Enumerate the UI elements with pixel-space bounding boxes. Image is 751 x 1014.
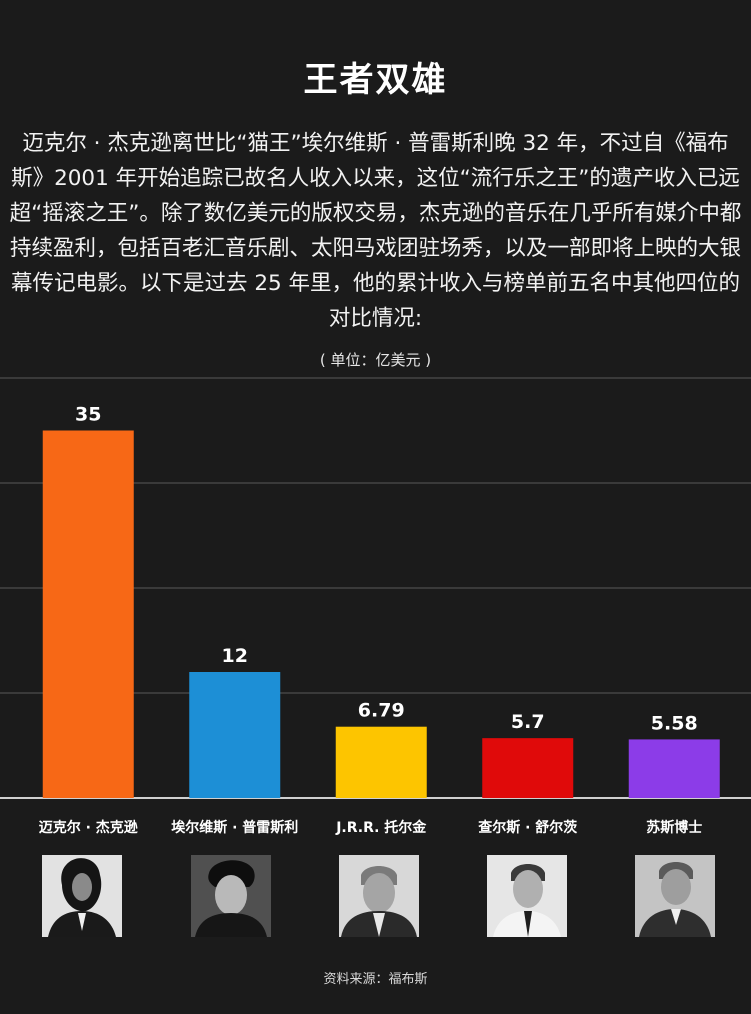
bar-3	[482, 738, 574, 798]
portrait-tolkien	[339, 855, 419, 937]
bar-4	[628, 739, 720, 798]
value-label-1: 12	[222, 645, 248, 667]
tick-layer: 迈克尔 · 杰克逊 埃尔维斯 · 普雷斯利 J.R.R. 托尔金 查尔斯 · 舒尔茨 苏…	[39, 819, 703, 836]
intro-paragraph: 迈克尔 · 杰克逊离世比“猫王”埃尔维斯 · 普雷斯利晚 32 年，不过自《福布…	[9, 131, 742, 331]
bar-1	[189, 672, 281, 798]
category-label-3: 查尔斯 · 舒尔茨	[478, 819, 577, 836]
value-label-3: 5.7	[511, 711, 545, 733]
unit-label: ( 单位：亿美元 )	[319, 351, 432, 369]
category-label-0: 迈克尔 · 杰克逊	[39, 819, 138, 836]
source-note: 资料来源：福布斯	[323, 972, 428, 987]
portrait-charles-schulz	[487, 855, 567, 937]
chart-title: 王者双雄	[303, 60, 448, 100]
portrait-dr-seuss	[635, 855, 715, 937]
bar-chart: 35 12 6.79 5.7 5.58 迈克尔 · 杰克逊 埃尔维斯 · 普雷斯利 J.R.…	[0, 377, 751, 836]
category-label-1: 埃尔维斯 · 普雷斯利	[171, 819, 298, 836]
bar-layer	[42, 430, 720, 798]
portrait-michael-jackson	[42, 855, 122, 937]
bar-0	[42, 430, 134, 798]
label-layer: 35 12 6.79 5.7 5.58	[75, 404, 698, 735]
value-label-4: 5.58	[651, 712, 698, 734]
value-label-0: 35	[75, 404, 101, 426]
bar-2	[335, 726, 427, 798]
category-label-2: J.R.R. 托尔金	[335, 819, 427, 836]
value-label-2: 6.79	[358, 700, 405, 722]
portrait-elvis-presley	[191, 855, 271, 937]
category-label-4: 苏斯博士	[646, 819, 702, 836]
